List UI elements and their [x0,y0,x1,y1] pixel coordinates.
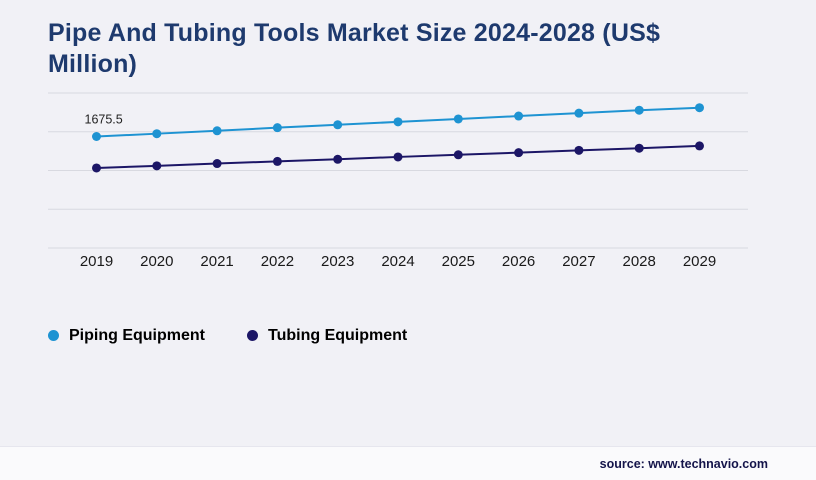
x-axis-label: 2019 [79,252,114,270]
data-point [212,125,222,135]
data-point [272,122,282,132]
data-point [152,160,162,170]
x-axis-label: 2028 [622,252,656,270]
chart-title: Pipe And Tubing Tools Market Size 2024-2… [48,19,661,79]
x-axis-label: 2026 [501,252,536,270]
legend-dot-icon [48,330,59,341]
footer: source: www.technavio.com [0,446,816,480]
legend: Piping Equipment Tubing Equipment [48,327,768,345]
data-point [393,116,403,126]
data-point [514,111,524,121]
legend-item: Tubing Equipment [247,327,407,345]
data-point [272,156,282,166]
data-point [152,128,162,138]
data-point [393,151,403,161]
data-point [92,131,101,141]
x-axis-label: 2024 [381,252,415,270]
data-point [695,102,704,112]
data-point [574,108,584,118]
data-point [453,149,463,159]
data-point [212,158,222,168]
x-axis-label: 2027 [562,252,596,270]
legend-label: Piping Equipment [69,326,205,344]
data-point [695,140,704,150]
data-point [634,143,644,153]
data-point [514,147,524,157]
data-label: 1675.5 [85,112,123,126]
data-point [333,154,343,164]
x-axis-label: 2025 [441,252,475,270]
data-point [574,145,584,155]
chart-area: 1675.5 2019 2020 2021 2022 2023 2024 2025 2026 2… [48,85,768,275]
x-axis-label: 2029 [682,252,717,270]
legend-item: Piping Equipment [48,327,205,345]
data-point [92,162,101,172]
line-chart: 1675.5 [48,92,748,248]
x-axis-label: 2021 [200,252,234,270]
data-point [634,105,644,115]
legend-label: Tubing Equipment [268,326,408,344]
x-axis-label: 2023 [321,252,355,270]
data-point [453,113,463,123]
x-axis-label: 2020 [140,252,174,270]
source-text: source: www.technavio.com [599,456,768,471]
data-point [333,119,343,129]
x-axis-label: 2022 [260,252,295,270]
legend-dot-icon [247,330,258,341]
